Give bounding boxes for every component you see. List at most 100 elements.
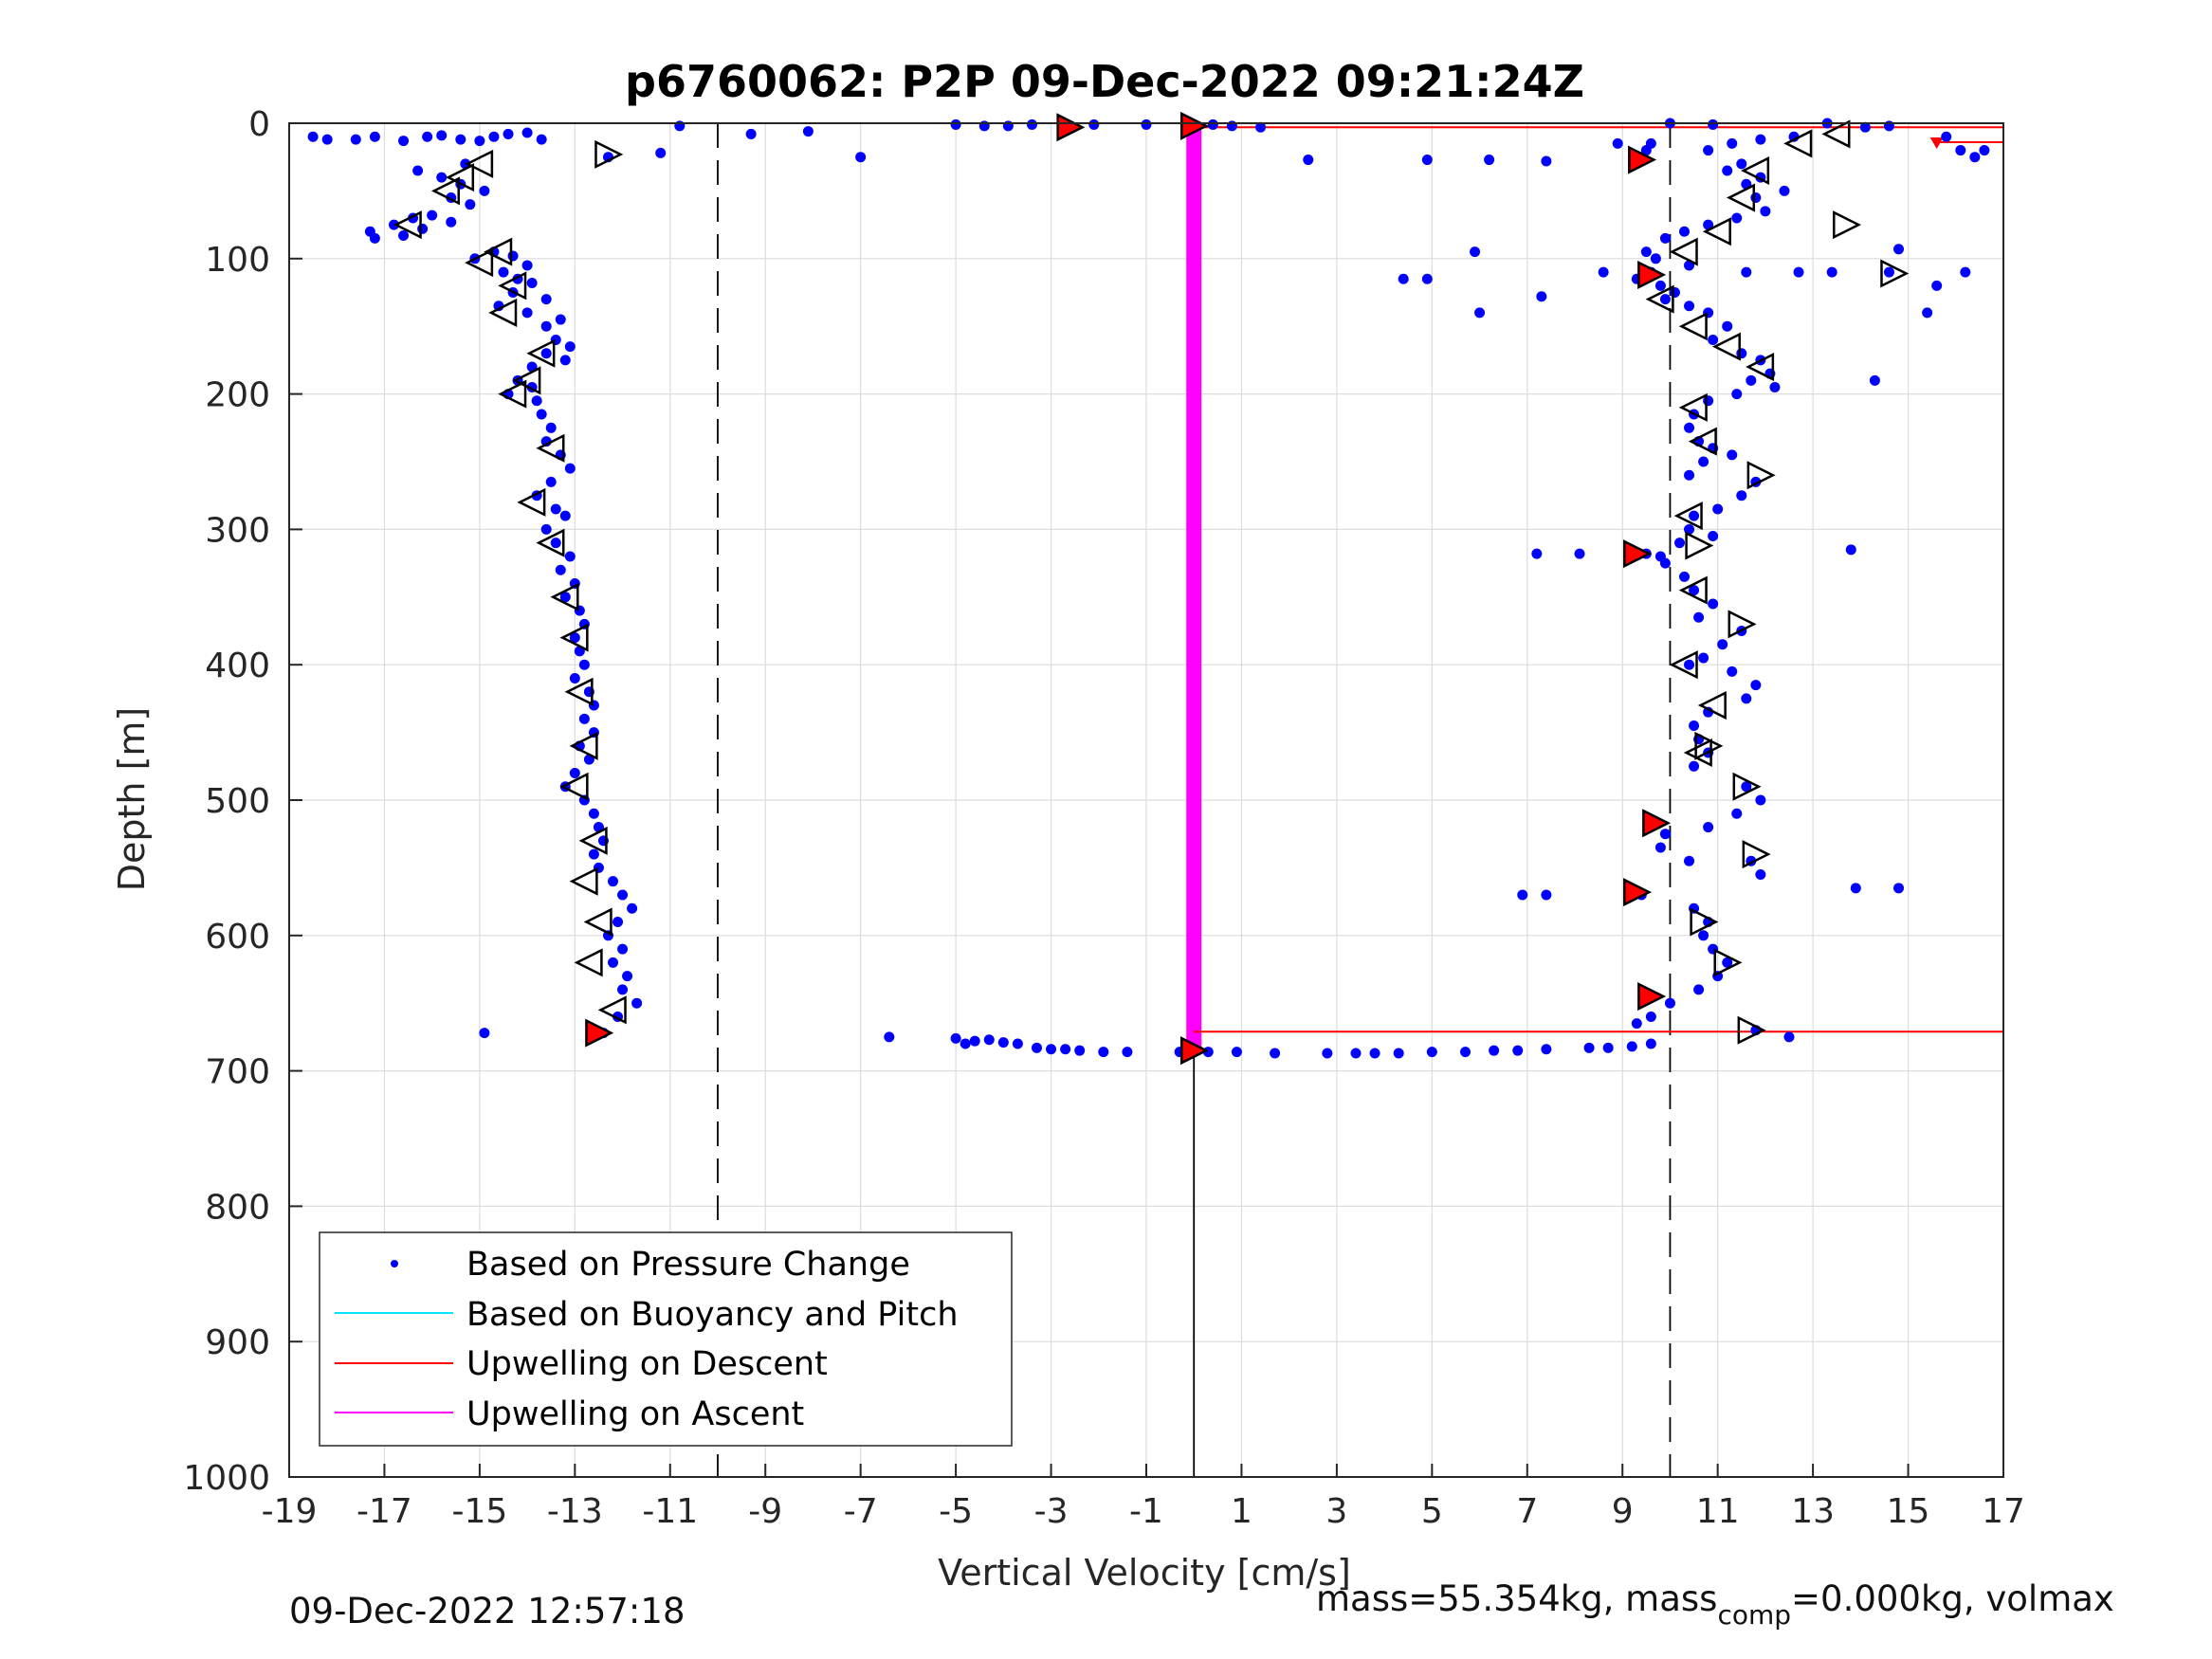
x-tick-label: 11 (1696, 1492, 1740, 1531)
marker-open-left (393, 210, 422, 240)
marker-red-filled (1637, 260, 1667, 289)
data-point-ascent (1755, 794, 1766, 806)
data-point-descent (617, 984, 629, 995)
legend-label: Based on Buoyancy and Pitch (466, 1296, 959, 1334)
data-point-descent (555, 314, 566, 325)
data-point-ascent (1736, 158, 1747, 170)
data-point-bottom (969, 1035, 980, 1047)
x-tick-label: 9 (1612, 1492, 1634, 1531)
data-point-ascent (1693, 984, 1705, 995)
data-point-surface (1955, 145, 1966, 156)
marker-open-left (517, 487, 546, 517)
y-tick-label: 800 (205, 1188, 270, 1227)
data-point-descent (578, 713, 590, 724)
data-point-descent (655, 147, 667, 158)
data-point-descent (550, 334, 561, 345)
data-point-surface (1207, 118, 1218, 130)
y-axis-label: Depth [m] (111, 707, 153, 892)
legend: Based on Pressure Change Based on Buoyan… (319, 1231, 1013, 1447)
x-tick-label: 17 (1982, 1492, 2025, 1531)
data-point-bottom (1074, 1045, 1086, 1056)
data-point-ascent (1731, 808, 1743, 819)
data-point-descent (559, 592, 571, 603)
data-point-ascent (1727, 449, 1738, 461)
marker-red-filled (1642, 809, 1672, 838)
marker-open-right (1737, 1015, 1766, 1045)
data-point-ascent (1703, 145, 1714, 156)
data-point-surface (1141, 118, 1152, 130)
marker-open-right (1742, 840, 1771, 869)
marker-open-left (1669, 650, 1698, 680)
data-point-bottom (1060, 1044, 1071, 1055)
data-point-descent (521, 307, 533, 319)
data-point-ascent (1746, 374, 1757, 386)
data-point-descent (569, 767, 580, 778)
marker-open-left (526, 338, 556, 368)
marker-red-filled (1179, 1036, 1210, 1066)
data-point-descent (540, 348, 552, 359)
data-point-ascent (1684, 659, 1695, 670)
data-point-ascent (1650, 253, 1661, 264)
data-point-ascent (1541, 889, 1552, 901)
data-point-surface (1941, 131, 1952, 142)
data-point-descent (612, 917, 624, 928)
data-point-ascent (1731, 389, 1743, 400)
data-point-ascent (1769, 381, 1781, 392)
marker-open-left (1697, 691, 1727, 720)
marker-open-right (1833, 210, 1862, 240)
data-point-ascent (1960, 266, 1971, 278)
marker-open-right (1880, 259, 1910, 288)
marker-open-left (597, 995, 627, 1025)
marker-open-left (1821, 119, 1851, 149)
data-point-ascent (1684, 523, 1695, 535)
data-point-ascent (1722, 957, 1733, 968)
data-point-bottom (1541, 1044, 1552, 1055)
x-tick-label: 3 (1325, 1492, 1347, 1531)
data-point-ascent (1712, 503, 1724, 515)
data-point-ascent (1850, 883, 1861, 894)
data-point-ascent (1708, 334, 1719, 345)
data-point-descent (412, 165, 424, 176)
data-point-descent (507, 250, 519, 262)
data-point-ascent (1659, 294, 1671, 305)
data-point-descent (745, 128, 757, 139)
data-point-ascent (1398, 273, 1409, 284)
x-tick-label: -5 (939, 1492, 973, 1531)
marker-open-right (1690, 907, 1719, 937)
data-point-descent (617, 889, 629, 901)
marker-red-filled (585, 1018, 614, 1048)
axis-ticks: -19 -17 -15 -13 -11 -9 -7 -5 -3 -1 1 3 5 7 9 11 13 15 1701… (183, 105, 2025, 1531)
data-point-bottom (1626, 1041, 1637, 1052)
data-point-ascent (1893, 244, 1905, 255)
legend-label: Upwelling on Descent (466, 1345, 828, 1383)
data-point-descent (479, 1028, 490, 1039)
marker-open-left (1702, 217, 1731, 246)
footer-mass-subscript: comp (1717, 1599, 1792, 1631)
data-point-bottom (1426, 1047, 1437, 1058)
marker-open-left (559, 772, 589, 801)
data-point-descent (564, 551, 576, 562)
marker-open-left (536, 528, 565, 557)
data-point-descent (474, 136, 485, 147)
marker-open-left (564, 677, 594, 706)
data-point-descent (427, 210, 438, 221)
data-point-descent (465, 199, 476, 210)
legend-swatch-dot (391, 1260, 398, 1267)
x-tick-label: -19 (262, 1492, 318, 1531)
marker-open-left (569, 731, 598, 760)
marker-open-left (536, 433, 565, 463)
data-point-ascent (1869, 374, 1880, 386)
data-point-descent (488, 131, 500, 142)
footer-mass-info: mass=55.354kg, masscomp=0.000kg, volmax (1316, 1578, 2212, 1631)
data-point-ascent (1736, 490, 1747, 501)
data-point-ascent (1703, 219, 1714, 230)
x-axis-label: Vertical Velocity [cm/s] (938, 1552, 1351, 1594)
data-point-bottom (1602, 1042, 1614, 1053)
marker-open-left (1678, 312, 1708, 341)
data-point-surface (1755, 134, 1766, 145)
data-point-bottom (884, 1031, 895, 1043)
marker-red-filled (1628, 145, 1657, 174)
y-tick-label: 900 (205, 1323, 270, 1362)
chart-title: p6760062: P2P 09-Dec-2022 09:21:24Z (625, 56, 1584, 107)
